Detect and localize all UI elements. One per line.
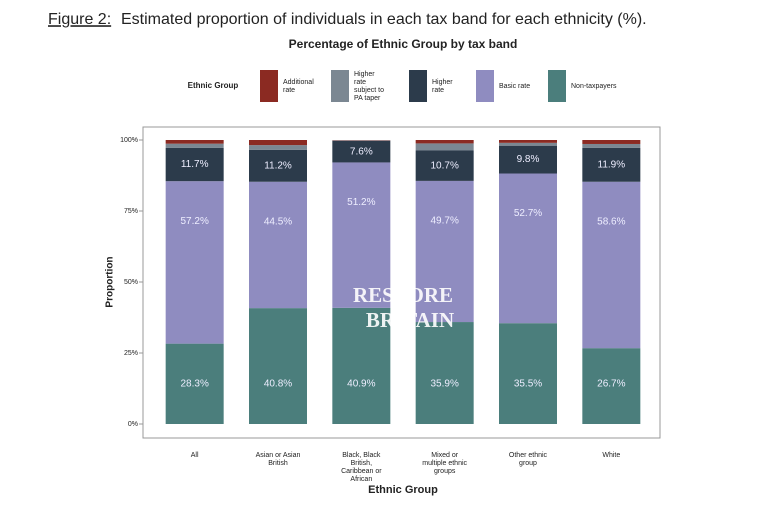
bar-segment (415, 180, 474, 323)
y-tick-label: 50% (124, 279, 138, 286)
bar-segment (582, 140, 641, 144)
bar-segment (582, 147, 641, 182)
bar-segment (582, 181, 641, 349)
legend-label: Additional rate (283, 79, 314, 94)
x-tick-label: Other ethnic group (509, 452, 548, 467)
y-tick-label: 100% (120, 137, 138, 144)
value-label: 28.3% (180, 379, 208, 390)
legend-title: Ethnic Group (188, 81, 239, 90)
x-tick-label: Black, Black British, Caribbean or African (341, 452, 382, 483)
legend-swatch (260, 70, 278, 102)
bar-segment (499, 173, 557, 324)
y-tick-label: 25% (124, 350, 138, 357)
bar-segment (165, 140, 224, 144)
bar-segment (249, 149, 307, 182)
value-label: 11.2% (264, 160, 292, 171)
x-tick-label: Asian or Asian British (256, 452, 301, 467)
chart-title: Percentage of Ethnic Group by tax band (289, 37, 518, 51)
value-label: 35.5% (514, 379, 542, 390)
value-label: 51.2% (347, 197, 375, 208)
figure-label: Figure 2: (48, 11, 111, 28)
bar-segment (332, 307, 391, 424)
bar-segment (249, 140, 307, 146)
value-label: 40.9% (347, 379, 375, 390)
watermark: BRITAIN (366, 308, 454, 332)
value-label: 7.6% (350, 146, 373, 157)
bar-segment (499, 142, 557, 146)
y-axis-label: Proportion (105, 256, 116, 307)
value-label: 58.6% (597, 216, 625, 227)
bar-segment (499, 140, 557, 143)
value-label: 9.8% (517, 154, 540, 165)
bar-segment (165, 147, 224, 182)
x-tick-label: Mixed or multiple ethnic groups (422, 452, 467, 475)
value-label: 11.9% (598, 159, 626, 170)
bar-segment (332, 162, 391, 308)
bar-segment (332, 140, 391, 141)
value-label: 10.7% (430, 160, 458, 171)
bar-segment (249, 308, 307, 424)
x-tick-label: All (191, 452, 199, 459)
legend-swatch (548, 70, 566, 102)
y-tick-label: 75% (124, 208, 138, 215)
bar-segment (415, 322, 474, 424)
value-label: 40.8% (264, 379, 292, 390)
bar-segment (499, 145, 557, 174)
x-tick-label: White (602, 452, 620, 459)
bar-segment (582, 143, 641, 148)
bar-segment (249, 181, 307, 309)
legend-label: Basic rate (499, 83, 530, 90)
value-label: 52.7% (514, 208, 542, 219)
figure-caption: Estimated proportion of individuals in e… (121, 11, 647, 28)
watermark: RESTORE (353, 283, 453, 307)
bar-segment (582, 348, 641, 424)
bar-segment (249, 145, 307, 150)
bar-segment (165, 181, 224, 344)
value-label: 57.2% (180, 216, 208, 227)
legend-label: Higher rate (432, 79, 453, 94)
bar-segment (332, 140, 391, 163)
legend-swatch (476, 70, 494, 102)
bar-segment (165, 143, 224, 148)
legend-label: Higher rate subject to PA taper (354, 71, 384, 102)
y-tick-label: 0% (128, 421, 138, 428)
legend-swatch (331, 70, 349, 102)
value-label: 35.9% (430, 379, 458, 390)
value-label: 49.7% (430, 216, 458, 227)
bar-segment (415, 143, 474, 151)
x-axis-label: Ethnic Group (368, 484, 438, 496)
bar-segment (415, 140, 474, 144)
value-label: 44.5% (264, 216, 292, 227)
bar-segment (165, 343, 224, 424)
bar-segment (415, 150, 474, 181)
value-label: 11.7% (181, 159, 209, 170)
bar-segment (499, 323, 557, 424)
legend-swatch (409, 70, 427, 102)
value-label: 26.7% (597, 379, 625, 390)
legend-label: Non-taxpayers (571, 83, 617, 90)
